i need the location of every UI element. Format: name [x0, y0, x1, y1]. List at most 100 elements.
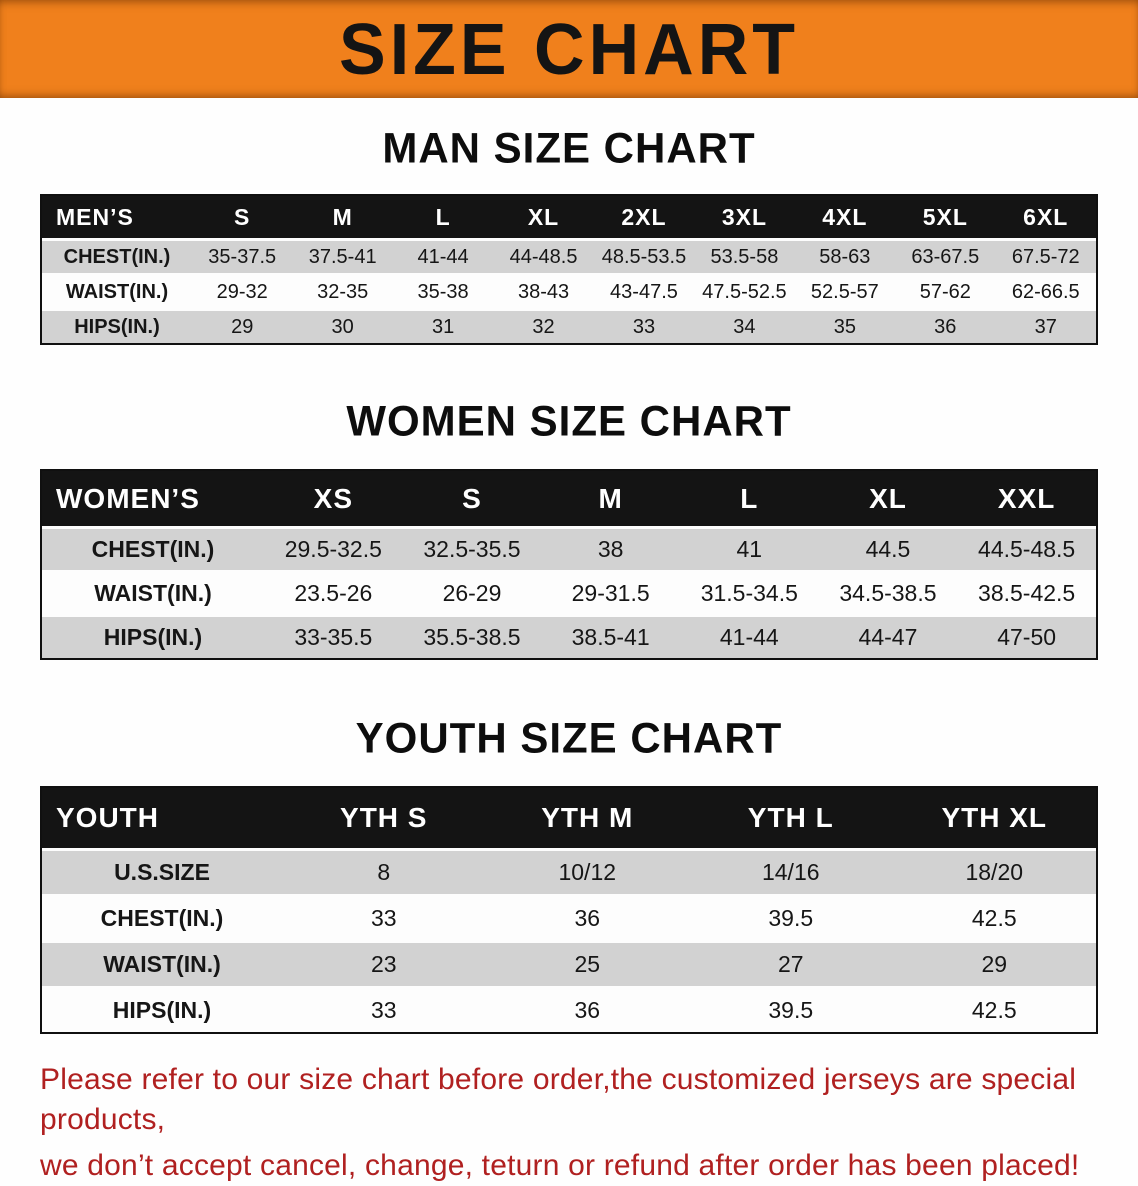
size-column-header: XXL — [957, 471, 1096, 526]
size-value: 29 — [892, 940, 1096, 986]
size-value: 47-50 — [957, 614, 1096, 658]
table-corner-label: YOUTH — [42, 788, 282, 848]
size-value: 35-37.5 — [192, 238, 293, 273]
size-value: 44-48.5 — [493, 238, 594, 273]
size-value: 23 — [282, 940, 486, 986]
size-value: 63-67.5 — [895, 238, 996, 273]
size-column-header: YTH L — [689, 788, 893, 848]
size-value: 32.5-35.5 — [402, 526, 542, 570]
size-column-header: YTH M — [485, 788, 689, 848]
row-label: U.S.SIZE — [42, 848, 282, 894]
size-column-header: XS — [264, 471, 403, 526]
size-value: 33 — [593, 308, 695, 343]
size-column-header: 6XL — [995, 196, 1096, 238]
size-column-header: M — [292, 196, 393, 238]
banner: SIZE CHART — [0, 0, 1138, 98]
size-value: 42.5 — [892, 986, 1096, 1032]
table-row: WAIST(IN.) 29-32 32-35 35-38 38-43 43-47.5 47.… — [42, 273, 1096, 308]
row-label: WAIST(IN.) — [42, 940, 282, 986]
size-value: 39.5 — [689, 894, 893, 940]
size-column-header: S — [192, 196, 293, 238]
size-value: 32-35 — [292, 273, 393, 308]
table-corner-label: WOMEN’S — [42, 471, 264, 526]
size-value: 36 — [485, 894, 689, 940]
size-value: 29-32 — [192, 273, 293, 308]
size-value: 47.5-52.5 — [694, 273, 795, 308]
table-row: WAIST(IN.) 23 25 27 29 — [42, 940, 1096, 986]
size-column-header: 5XL — [895, 196, 996, 238]
size-value: 33 — [282, 986, 486, 1032]
men-section-heading: MAN SIZE CHART — [382, 123, 756, 172]
table-row: HIPS(IN.) 29 30 31 32 33 34 35 36 37 — [42, 308, 1096, 343]
size-column-header: 2XL — [593, 196, 695, 238]
size-column-header: YTH XL — [892, 788, 1096, 848]
women-section-heading: WOMEN SIZE CHART — [346, 396, 792, 445]
size-value: 43-47.5 — [593, 273, 695, 308]
size-column-header: XL — [493, 196, 594, 238]
size-value: 52.5-57 — [794, 273, 896, 308]
size-value: 14/16 — [689, 848, 893, 894]
row-label: HIPS(IN.) — [42, 614, 264, 658]
youth-size-section: YOUTH SIZE CHART YOUTH YTH S YTH M YTH L YTH… — [0, 714, 1138, 1034]
size-value: 25 — [485, 940, 689, 986]
size-column-header: L — [392, 196, 494, 238]
table-row: HIPS(IN.) 33-35.5 35.5-38.5 38.5-41 41-44 44-… — [42, 614, 1096, 658]
size-value: 31.5-34.5 — [679, 570, 819, 614]
size-column-header: S — [402, 471, 542, 526]
size-value: 33 — [282, 894, 486, 940]
size-value: 34.5-38.5 — [818, 570, 958, 614]
size-value: 62-66.5 — [995, 273, 1096, 308]
size-value: 44.5 — [818, 526, 958, 570]
size-value: 67.5-72 — [995, 238, 1096, 273]
size-value: 29-31.5 — [541, 570, 680, 614]
size-value: 38-43 — [493, 273, 594, 308]
table-header-row: MEN’S S M L XL 2XL 3XL 4XL 5XL 6XL — [42, 196, 1096, 238]
size-value: 27 — [689, 940, 893, 986]
table-row: CHEST(IN.) 29.5-32.5 32.5-35.5 38 41 44.5 44.5… — [42, 526, 1096, 570]
disclaimer: Please refer to our size chart before or… — [0, 1060, 1138, 1186]
size-value: 41 — [679, 526, 819, 570]
size-value: 38.5-41 — [541, 614, 680, 658]
disclaimer-line-1: Please refer to our size chart before or… — [40, 1063, 1077, 1136]
women-size-table: WOMEN’S XS S M L XL XXL CHEST(IN.) 29.5-32.5 32.5… — [40, 469, 1098, 660]
table-header-row: WOMEN’S XS S M L XL XXL — [42, 471, 1096, 526]
size-value: 35.5-38.5 — [402, 614, 542, 658]
row-label: WAIST(IN.) — [42, 273, 192, 308]
size-value: 23.5-26 — [264, 570, 403, 614]
size-value: 36 — [895, 308, 996, 343]
size-value: 35-38 — [392, 273, 494, 308]
size-value: 29.5-32.5 — [264, 526, 403, 570]
size-column-header: YTH S — [282, 788, 486, 848]
size-value: 35 — [794, 308, 896, 343]
row-label: CHEST(IN.) — [42, 894, 282, 940]
disclaimer-line-2: we don’t accept cancel, change, teturn o… — [40, 1148, 1080, 1182]
size-value: 57-62 — [895, 273, 996, 308]
size-value: 34 — [694, 308, 795, 343]
size-value: 33-35.5 — [264, 614, 403, 658]
youth-section-heading: YOUTH SIZE CHART — [355, 713, 783, 762]
page-title: SIZE CHART — [339, 8, 799, 90]
table-row: U.S.SIZE 8 10/12 14/16 18/20 — [42, 848, 1096, 894]
table-row: CHEST(IN.) 33 36 39.5 42.5 — [42, 894, 1096, 940]
men-size-section: MAN SIZE CHART MEN’S S M L XL 2XL 3XL 4XL 5XL 6XL… — [0, 124, 1138, 345]
size-value: 38 — [541, 526, 680, 570]
table-row: CHEST(IN.) 35-37.5 37.5-41 41-44 44-48.5 48.5… — [42, 238, 1096, 273]
table-corner-label: MEN’S — [42, 196, 192, 238]
youth-size-table: YOUTH YTH S YTH M YTH L YTH XL U.S.SIZE 8 10/12… — [40, 786, 1098, 1034]
size-value: 53.5-58 — [694, 238, 795, 273]
size-value: 30 — [292, 308, 393, 343]
size-value: 44.5-48.5 — [957, 526, 1096, 570]
row-label: HIPS(IN.) — [42, 986, 282, 1032]
row-label: WAIST(IN.) — [42, 570, 264, 614]
size-value: 31 — [392, 308, 494, 343]
size-column-header: 3XL — [694, 196, 795, 238]
size-column-header: M — [541, 471, 680, 526]
row-label: CHEST(IN.) — [42, 238, 192, 273]
size-value: 10/12 — [485, 848, 689, 894]
table-header-row: YOUTH YTH S YTH M YTH L YTH XL — [42, 788, 1096, 848]
size-column-header: 4XL — [794, 196, 896, 238]
size-value: 18/20 — [892, 848, 1096, 894]
size-value: 36 — [485, 986, 689, 1032]
size-value: 41-44 — [679, 614, 819, 658]
